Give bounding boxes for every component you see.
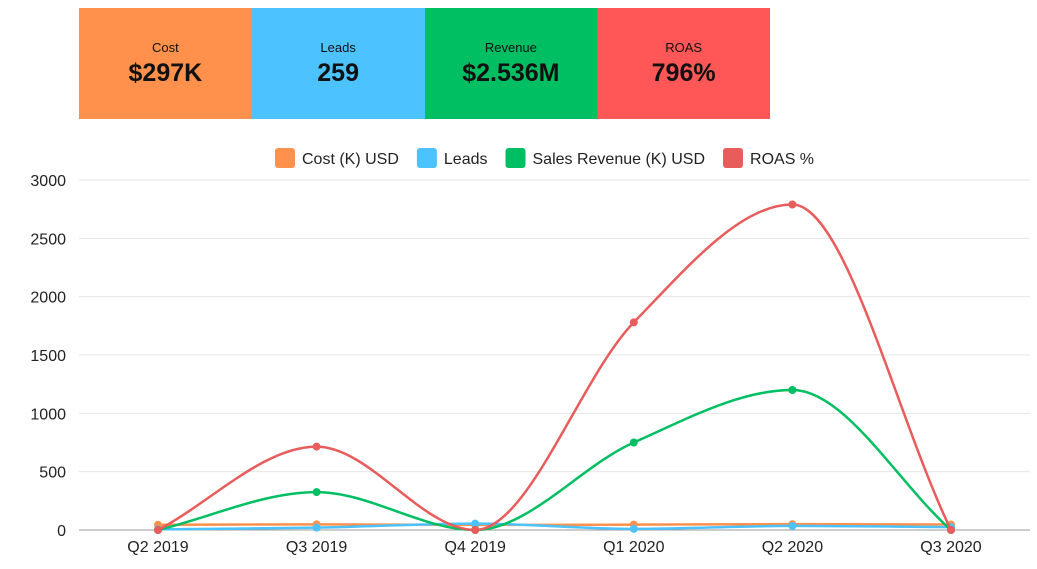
kpi-card-revenue: Revenue $2.536M (424, 8, 598, 119)
y-tick-label: 1000 (30, 406, 66, 423)
kpi-label-cost: Cost (152, 39, 179, 55)
series-roas (154, 200, 955, 534)
series-line-cost-k-usd (157, 522, 952, 527)
legend-item-sales-revenue-k-usd[interactable]: Sales Revenue (K) USD (505, 148, 706, 168)
kpi-value-leads: 259 (317, 58, 359, 87)
x-tick-label: Q3 2020 (920, 539, 981, 556)
x-tick-label: Q1 2020 (603, 539, 664, 556)
data-point (312, 523, 321, 532)
y-tick-label: 3000 (30, 173, 66, 190)
y-tick-label: 1500 (30, 348, 66, 365)
legend-item-cost-k-usd[interactable]: Cost (K) USD (275, 148, 399, 168)
legend-label: ROAS % (750, 151, 814, 168)
legend-swatch (505, 148, 526, 168)
data-point (788, 200, 797, 209)
legend-swatch (275, 148, 295, 168)
data-point (788, 386, 797, 394)
y-tick-label: 500 (39, 465, 66, 482)
kpi-row: Cost $297K Leads 259 Revenue $2.536M ROA… (79, 8, 770, 119)
series-leads (154, 519, 955, 534)
kpi-card-cost: Cost $297K (79, 8, 252, 119)
series-sales-revenue-k-usd (154, 386, 955, 534)
data-point (312, 442, 321, 451)
kpi-card-roas: ROAS 796% (597, 8, 770, 119)
series-line-sales-revenue-k-usd (157, 388, 952, 532)
kpi-label-leads: Leads (320, 39, 356, 55)
x-tick-label: Q2 2020 (762, 539, 823, 556)
kpi-label-roas: ROAS (665, 39, 703, 55)
data-point (629, 318, 638, 327)
data-point (629, 524, 638, 533)
x-tick-label: Q2 2019 (127, 539, 188, 556)
grid-layer: 0 500 1000 1500 2000 2500 3000 Q2 2019 Q3 2019 Q4… (30, 173, 1030, 556)
kpi-label-revenue: Revenue (484, 39, 537, 55)
legend-item-leads[interactable]: Leads (416, 148, 488, 168)
data-point (629, 438, 638, 447)
data-point (947, 526, 955, 534)
y-tick-label: 2000 (30, 290, 66, 307)
y-tick-label: 2500 (30, 231, 66, 248)
data-point (154, 526, 162, 534)
x-tick-label: Q3 2019 (286, 539, 347, 556)
kpi-card-leads: Leads 259 (251, 8, 425, 119)
legend-item-roas[interactable]: ROAS % (723, 148, 814, 168)
data-point (471, 519, 480, 528)
series-line-roas (157, 203, 953, 532)
legend-label: Cost (K) USD (302, 151, 399, 168)
data-point (471, 526, 480, 534)
legend-swatch (416, 148, 437, 168)
legend-swatch (723, 148, 744, 168)
legend-label: Sales Revenue (K) USD (533, 151, 706, 168)
data-point (788, 521, 797, 530)
legend-label: Leads (444, 151, 488, 168)
kpi-value-cost: $297K (128, 58, 203, 87)
series-layer (154, 200, 955, 534)
kpi-value-roas: 796% (651, 58, 716, 87)
data-point (312, 488, 321, 497)
kpi-value-revenue: $2.536M (462, 58, 560, 87)
series-line-leads (157, 522, 952, 531)
x-tick-label: Q4 2019 (445, 539, 506, 556)
y-tick-label: 0 (57, 523, 66, 540)
legend[interactable]: Cost (K) USD Leads Sales Revenue (K) USD RO… (275, 148, 814, 168)
